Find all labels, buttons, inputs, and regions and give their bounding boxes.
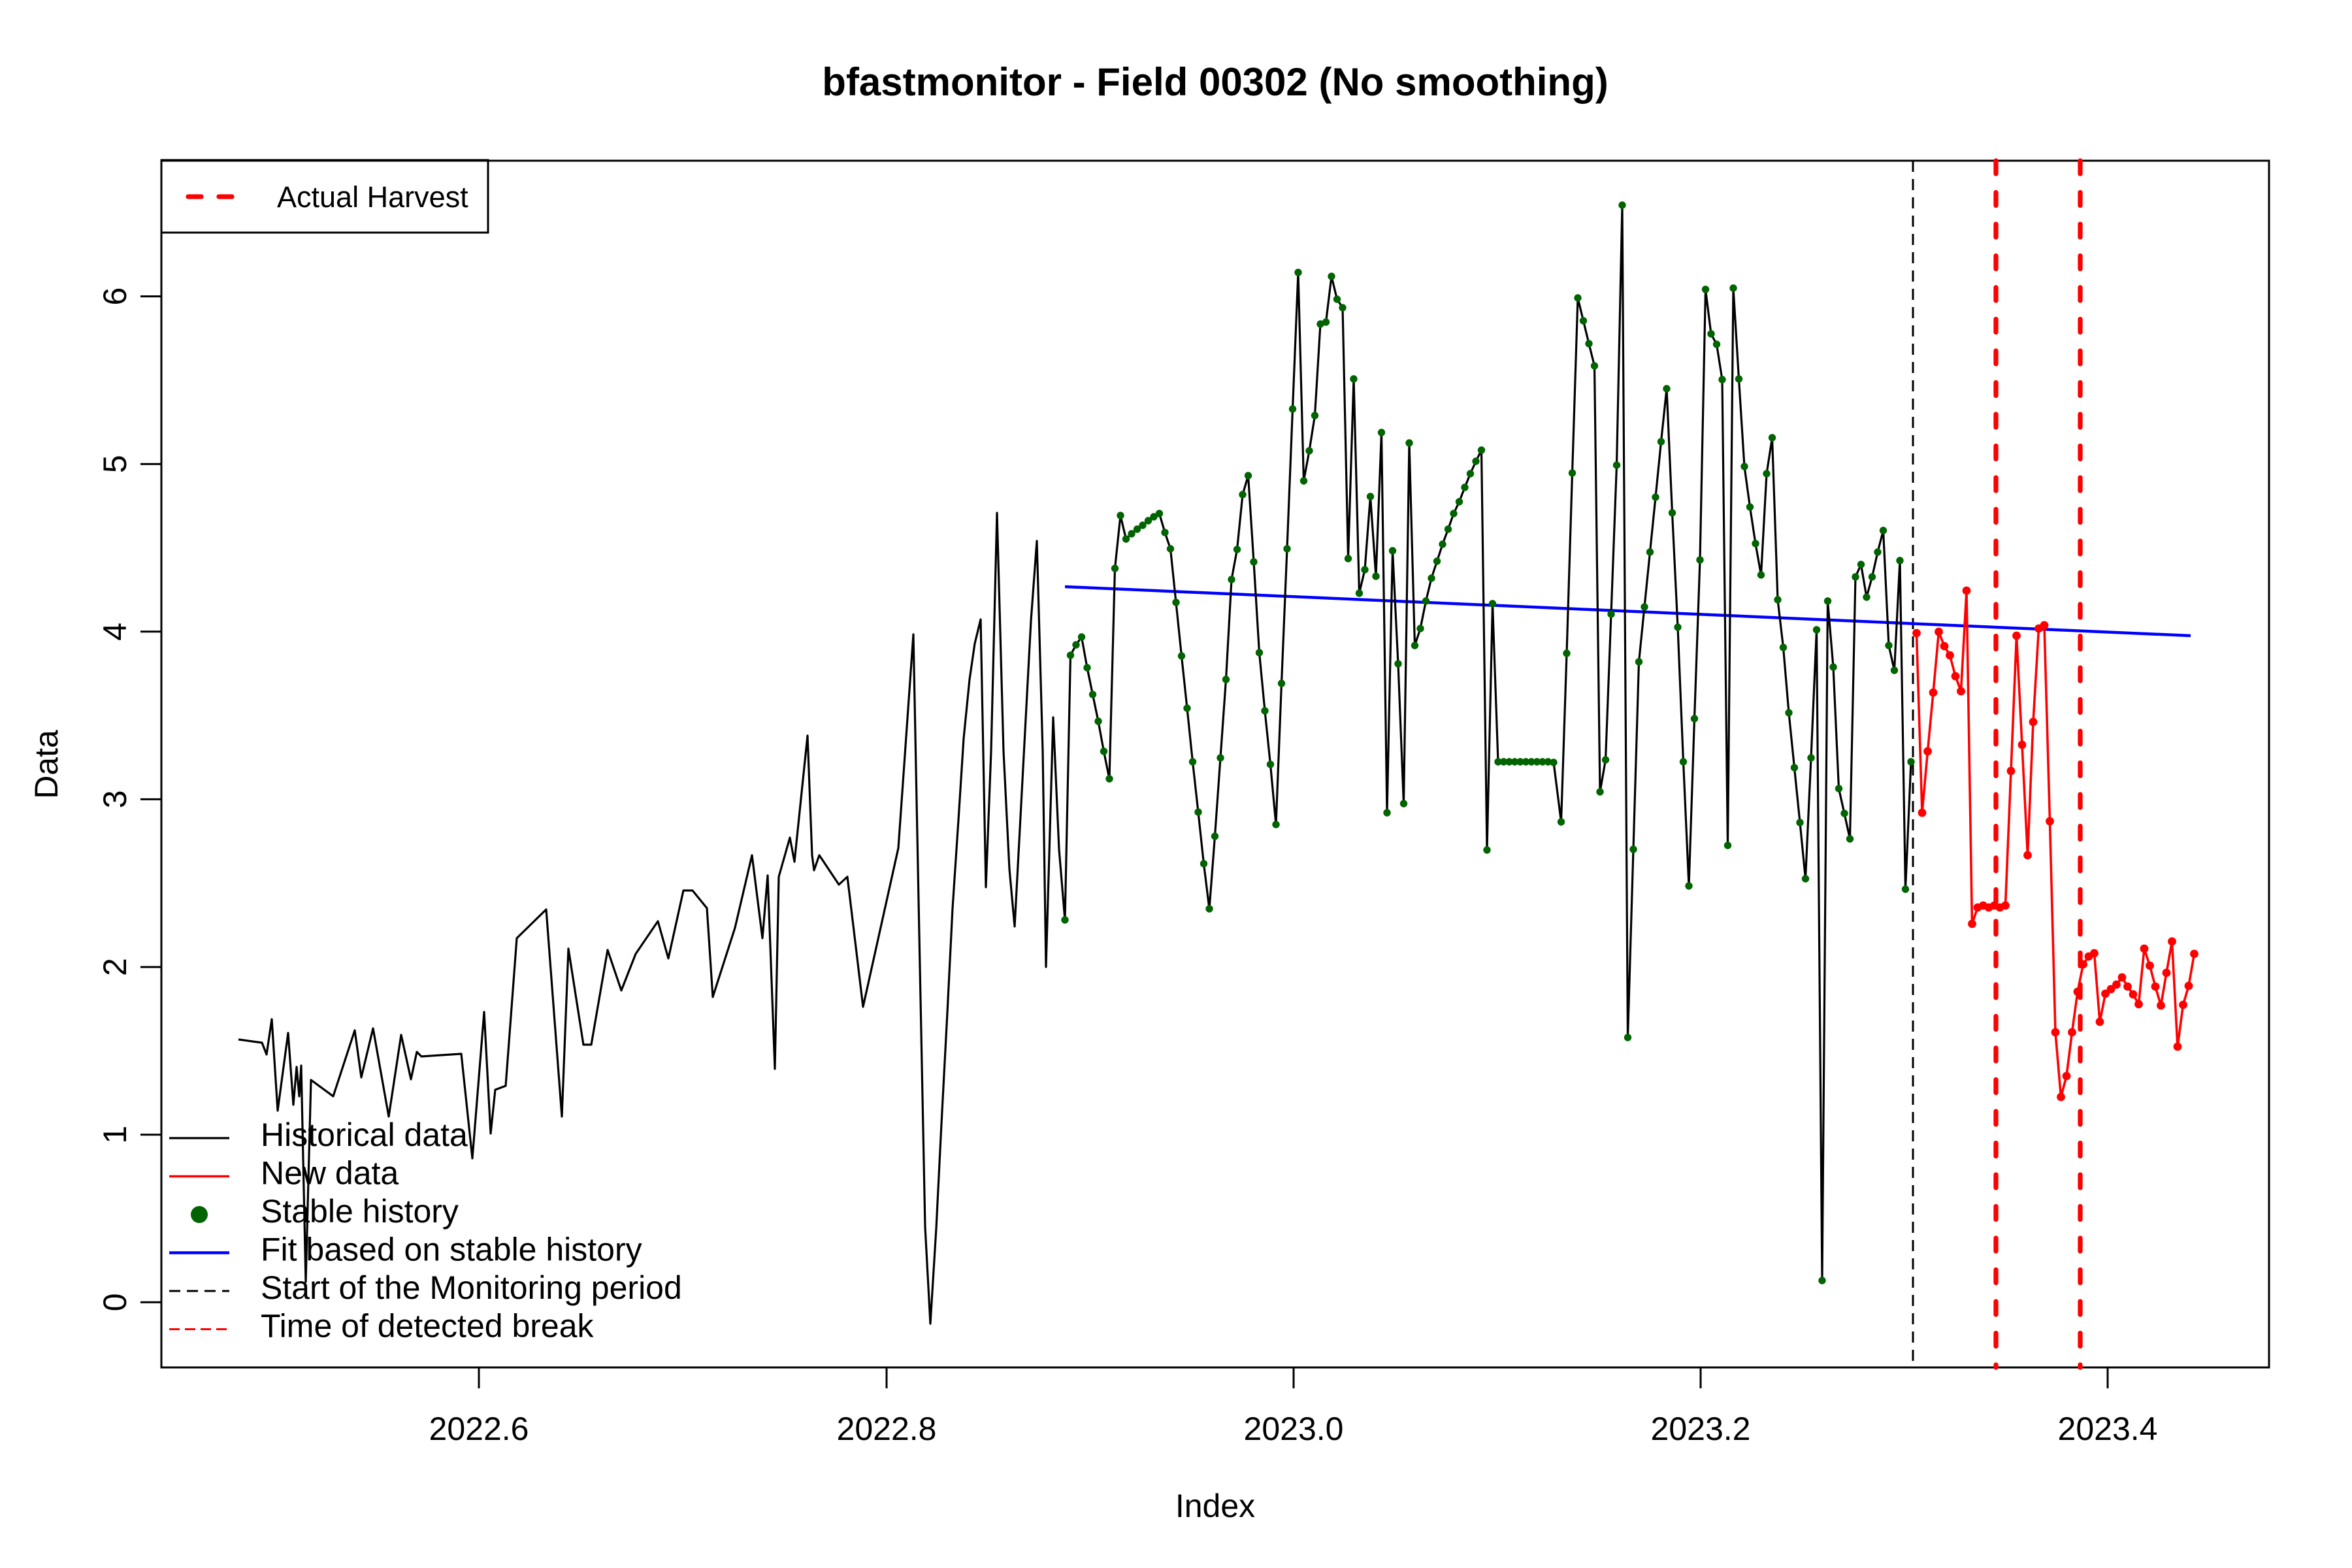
- svg-text:Data: Data: [28, 730, 65, 799]
- svg-text:2023.2: 2023.2: [1651, 1411, 1751, 1447]
- svg-text:6: 6: [97, 287, 133, 306]
- svg-text:4: 4: [97, 623, 133, 641]
- svg-text:2: 2: [97, 958, 133, 976]
- svg-text:2023.0: 2023.0: [1244, 1411, 1344, 1447]
- svg-text:2022.6: 2022.6: [429, 1411, 529, 1447]
- svg-text:3: 3: [97, 790, 133, 808]
- svg-text:Time of detected break: Time of detected break: [261, 1308, 595, 1345]
- svg-text:Fit based on stable history: Fit based on stable history: [261, 1232, 642, 1268]
- svg-text:2023.4: 2023.4: [2058, 1411, 2158, 1447]
- svg-text:New data: New data: [261, 1155, 399, 1192]
- svg-text:Index: Index: [1175, 1488, 1255, 1524]
- svg-text:2022.8: 2022.8: [837, 1411, 937, 1447]
- svg-text:5: 5: [97, 455, 133, 473]
- svg-text:1: 1: [97, 1126, 133, 1144]
- svg-text:bfastmonitor - Field 00302 (No: bfastmonitor - Field 00302 (No smoothing…: [822, 60, 1608, 104]
- svg-text:0: 0: [97, 1293, 133, 1311]
- svg-text:Actual Harvest: Actual Harvest: [277, 180, 468, 214]
- svg-text:Start of the Monitoring period: Start of the Monitoring period: [261, 1269, 682, 1306]
- svg-text:Historical data: Historical data: [261, 1117, 468, 1153]
- svg-text:Stable history: Stable history: [261, 1193, 459, 1230]
